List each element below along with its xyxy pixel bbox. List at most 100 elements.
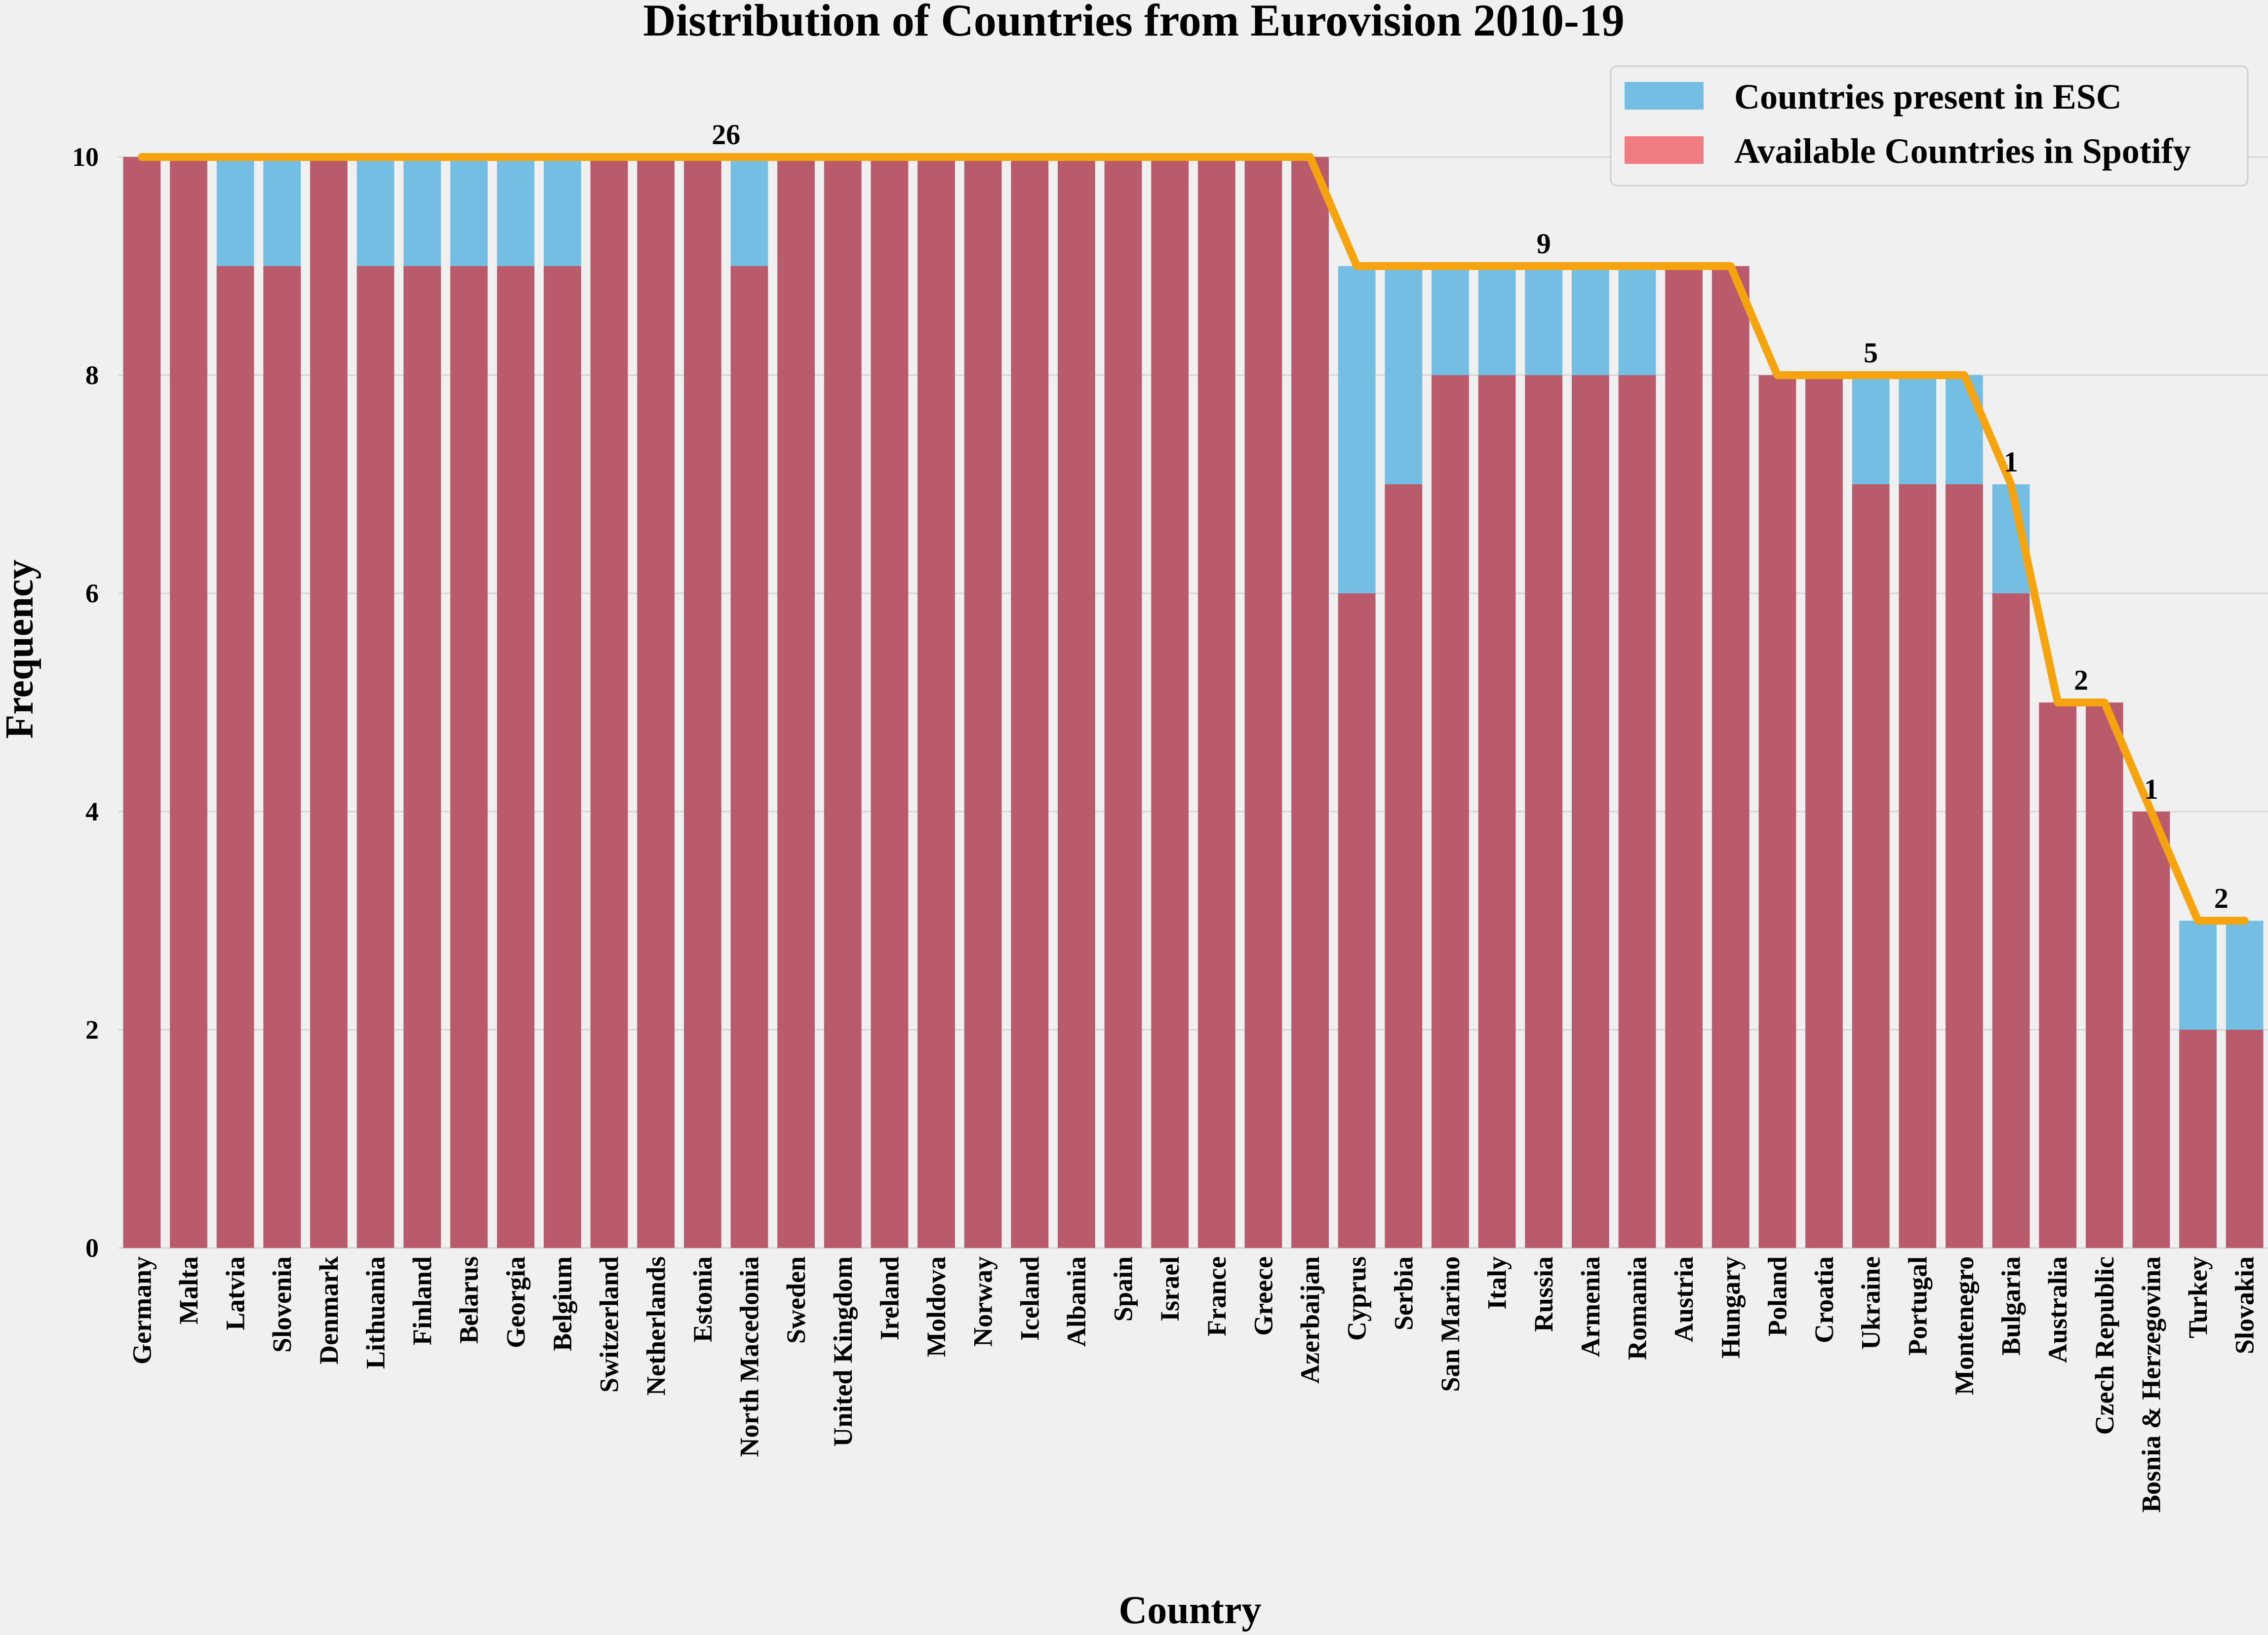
x-tick-label: Iceland xyxy=(1015,1256,1044,1341)
y-tick-labels: 0 2 4 6 8 10 xyxy=(72,142,99,1263)
x-tick-label: Norway xyxy=(968,1256,998,1347)
x-tick-label: Ukraine xyxy=(1856,1256,1886,1350)
legend-box xyxy=(1610,65,2249,187)
legend-label-esc: Countries present in ESC xyxy=(1734,77,2122,117)
bar-spotify xyxy=(637,157,675,1248)
bar-spotify xyxy=(1291,157,1329,1248)
x-tick-label: Bulgaria xyxy=(1996,1256,2026,1356)
x-tick-label: Portugal xyxy=(1903,1256,1932,1356)
x-tick-label: North Macedonia xyxy=(735,1256,764,1457)
x-tick-label: Israel xyxy=(1155,1256,1185,1322)
y-tick-label: 2 xyxy=(85,1015,99,1045)
count-annotation: 2 xyxy=(2074,664,2088,696)
x-tick-label: Russia xyxy=(1529,1256,1558,1332)
x-tick-labels: Germany Malta Latvia Slovenia Denmark Lithuan… xyxy=(127,1256,2259,1513)
x-tick-label: Moldova xyxy=(921,1256,951,1357)
count-annotation: 26 xyxy=(712,118,740,151)
x-tick-label: Denmark xyxy=(314,1256,344,1364)
bar-spotify xyxy=(1385,484,1423,1248)
legend-swatch-esc xyxy=(1625,82,1704,110)
y-tick-label: 10 xyxy=(72,142,99,172)
bar-spotify xyxy=(497,266,535,1248)
x-axis-label: Country xyxy=(1119,1589,1262,1632)
x-tick-label: Finland xyxy=(407,1256,437,1345)
step-line xyxy=(138,153,2249,925)
bar-spotify xyxy=(730,266,768,1248)
x-tick-label: Slovakia xyxy=(2230,1256,2260,1354)
bar-spotify xyxy=(123,157,161,1248)
x-tick-label: Montenegro xyxy=(1950,1256,1979,1395)
x-tick-label: Turkey xyxy=(2183,1256,2213,1338)
bar-spotify xyxy=(1104,157,1142,1248)
x-tick-label: Switzerland xyxy=(595,1256,624,1393)
count-annotation: 1 xyxy=(2004,446,2018,478)
x-tick-label: Albania xyxy=(1062,1256,1091,1347)
x-tick-label: Czech Republic xyxy=(2090,1256,2119,1435)
bar-spotify xyxy=(170,157,207,1248)
bar-spotify xyxy=(1058,157,1095,1248)
y-axis-label: Frequency xyxy=(0,560,41,739)
bar-spotify xyxy=(544,266,581,1248)
bar-spotify xyxy=(1525,375,1563,1248)
x-tick-label: Austria xyxy=(1669,1256,1699,1342)
x-tick-label: Georgia xyxy=(501,1256,530,1348)
x-tick-label: Italy xyxy=(1482,1256,1512,1310)
bar-spotify xyxy=(1852,484,1890,1248)
y-tick-label: 6 xyxy=(85,579,99,608)
x-tick-label: Ireland xyxy=(875,1256,904,1340)
bar-spotify xyxy=(2132,812,2170,1248)
x-tick-label: Hungary xyxy=(1716,1256,1746,1359)
bar-spotify xyxy=(450,266,488,1248)
y-tick-label: 8 xyxy=(85,360,99,390)
bar-spotify xyxy=(590,157,628,1248)
x-tick-label: Spain xyxy=(1109,1256,1138,1322)
bar-spotify xyxy=(1992,593,2030,1248)
bar-spotify xyxy=(871,157,909,1248)
x-tick-label: United Kingdom xyxy=(828,1256,858,1447)
bar-spotify xyxy=(263,266,301,1248)
bar-spotify xyxy=(357,266,395,1248)
bar-spotify xyxy=(777,157,815,1248)
x-tick-label: Estonia xyxy=(688,1256,717,1342)
x-tick-label: Belarus xyxy=(454,1256,484,1344)
bar-spotify xyxy=(310,157,348,1248)
legend-label-spotify: Available Countries in Spotify xyxy=(1734,131,2191,171)
bar-spotify xyxy=(1899,484,1937,1248)
y-tick-label: 4 xyxy=(85,797,99,826)
count-annotation: 1 xyxy=(2144,773,2158,805)
bar-spotify xyxy=(2039,702,2077,1248)
bar-spotify xyxy=(1711,266,1750,1248)
bar-spotify xyxy=(917,157,955,1248)
bar-spotify xyxy=(1197,157,1235,1248)
count-annotation: 9 xyxy=(1537,228,1551,260)
bar-spotify xyxy=(1151,157,1189,1248)
bar-spotify xyxy=(403,266,441,1248)
bar-spotify xyxy=(1011,157,1049,1248)
bars xyxy=(123,157,2264,1248)
bar-spotify xyxy=(1572,375,1609,1248)
bar-spotify xyxy=(1805,375,1843,1248)
bar-spotify xyxy=(964,157,1002,1248)
x-tick-label: Lithuania xyxy=(360,1256,390,1369)
x-tick-label: Australia xyxy=(2043,1256,2072,1363)
x-tick-label: San Marino xyxy=(1435,1256,1465,1392)
x-tick-label: Cyprus xyxy=(1342,1256,1372,1341)
x-tick-label: Croatia xyxy=(1809,1256,1839,1343)
annotations: 26 9 5 1 2 1 2 xyxy=(712,118,2228,914)
x-tick-label: Azerbaijan xyxy=(1295,1256,1325,1384)
count-annotation: 5 xyxy=(1864,337,1878,369)
x-tick-label: Serbia xyxy=(1389,1256,1418,1330)
x-tick-label: Romania xyxy=(1622,1256,1652,1360)
bar-spotify xyxy=(216,266,254,1248)
bar-spotify xyxy=(1946,484,1983,1248)
x-tick-label: Latvia xyxy=(221,1256,250,1330)
x-tick-label: Germany xyxy=(127,1256,157,1364)
bar-spotify xyxy=(1618,375,1656,1248)
bar-spotify xyxy=(1478,375,1516,1248)
bar-spotify xyxy=(1432,375,1469,1248)
bar-spotify xyxy=(1244,157,1282,1248)
legend: Countries present in ESC Available Count… xyxy=(1610,65,2249,187)
x-tick-label: Sweden xyxy=(781,1256,811,1344)
